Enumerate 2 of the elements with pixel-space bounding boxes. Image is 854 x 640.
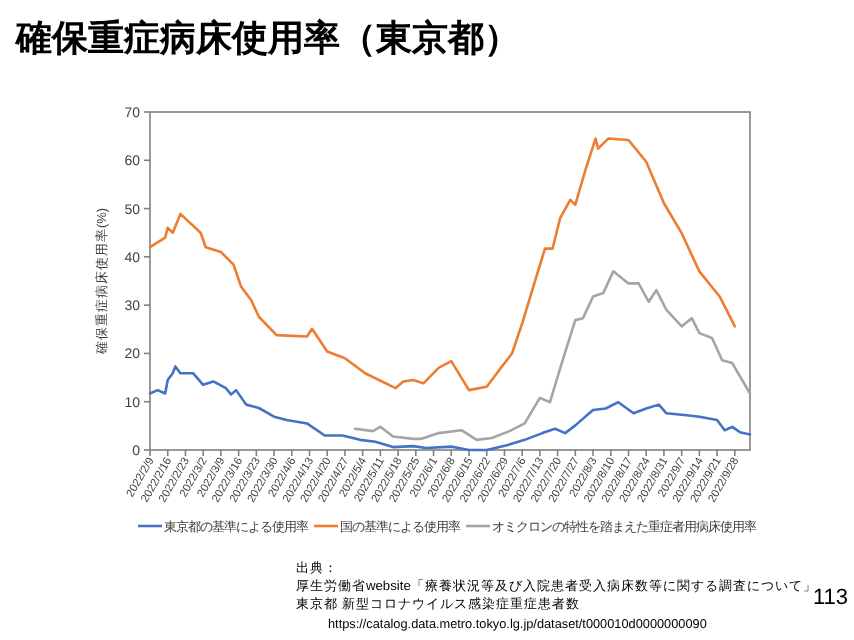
title: 確保重症病床使用率（東京都） (16, 18, 520, 58)
text: 113 (812, 586, 848, 610)
